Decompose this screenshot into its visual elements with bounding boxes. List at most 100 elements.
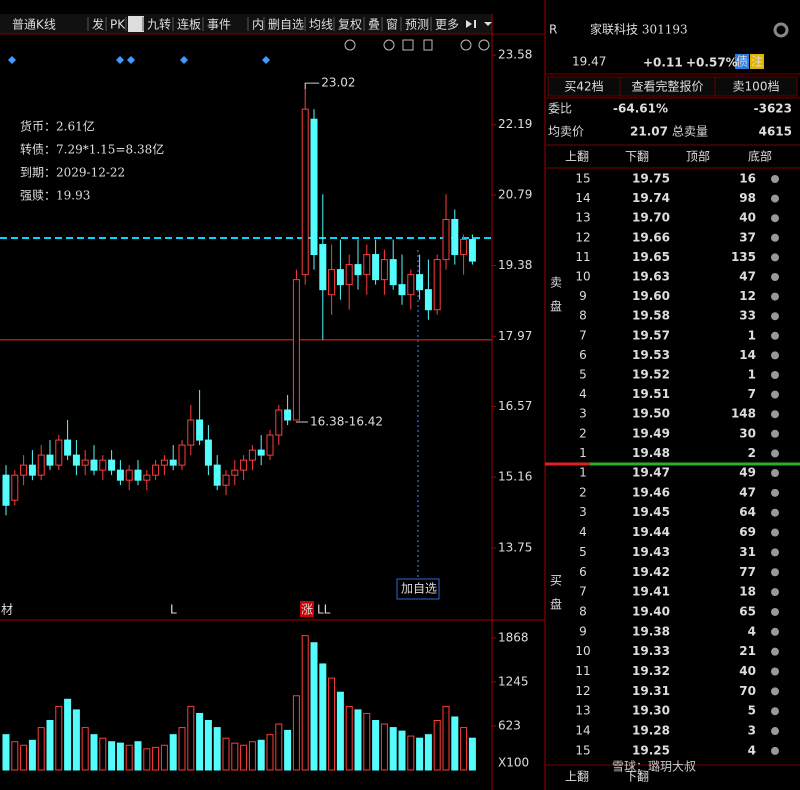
toolbar-arrows[interactable]	[466, 20, 492, 28]
add-button[interactable]: 加自选	[401, 582, 437, 596]
book-price: 19.40	[632, 604, 670, 618]
toolbar-item[interactable]: 删自选	[268, 18, 304, 32]
toolbar-item[interactable]: 复权	[338, 18, 362, 32]
book-header[interactable]: 底部	[748, 149, 772, 164]
book-dot	[771, 371, 779, 379]
quote-button[interactable]: 卖100档	[733, 80, 780, 94]
range-label: 16.38-16.42	[310, 415, 383, 429]
candle-body	[468, 239, 476, 262]
book-footer[interactable]: 下翻	[625, 770, 649, 784]
book-dot	[771, 548, 779, 557]
candle-body	[46, 454, 54, 466]
quote-button[interactable]: 查看完整报价	[631, 79, 703, 94]
volume-bar	[178, 727, 186, 771]
book-dot	[771, 233, 779, 242]
book-dot	[771, 449, 779, 458]
book-price: 19.60	[632, 289, 670, 303]
book-header[interactable]: 上翻	[565, 150, 589, 164]
book-header[interactable]: 顶部	[686, 149, 710, 164]
toolbar-item[interactable]: 内	[252, 18, 264, 32]
book-level: 4	[579, 525, 587, 539]
candle-body	[125, 469, 133, 481]
candle-body	[169, 459, 177, 466]
book-footer[interactable]: 上翻	[565, 770, 589, 784]
book-price: 19.74	[632, 191, 670, 205]
candle-body	[398, 284, 406, 296]
candle-body	[310, 118, 318, 256]
book-dot	[771, 727, 779, 736]
book-level: 7	[579, 328, 587, 342]
book-dot	[771, 588, 779, 597]
book-level: 13	[575, 704, 590, 718]
peak-label: 23.02	[321, 76, 355, 90]
toolbar-item[interactable]: 连板	[177, 17, 201, 32]
book-volume: 135	[731, 250, 756, 264]
toolbar-item[interactable]: PK	[110, 18, 126, 32]
toolbar-item[interactable]: 发	[92, 17, 104, 32]
y-tick-label: 1868	[498, 630, 529, 644]
book-volume: 64	[739, 505, 756, 519]
candle-body	[196, 419, 204, 441]
volume-bar	[187, 705, 195, 771]
toolbar-active	[128, 16, 144, 32]
candle-body	[213, 464, 221, 486]
toolbar-item[interactable]: 普通K线	[12, 18, 56, 32]
toolbar-item[interactable]: 简	[130, 18, 142, 32]
book-level: 6	[579, 348, 587, 362]
volume-bar	[222, 737, 230, 771]
toolbar-item[interactable]: 预测	[405, 18, 429, 32]
candle-body	[99, 459, 107, 471]
quote-button[interactable]: 买42档	[564, 80, 603, 94]
volume-bar	[424, 734, 432, 771]
volume-bar	[204, 720, 212, 771]
book-level: 9	[579, 624, 587, 638]
settings-icon[interactable]	[773, 22, 789, 38]
candle-body	[143, 474, 151, 481]
volume-bar	[292, 695, 300, 771]
book-dot	[771, 667, 779, 676]
toolbar-item[interactable]: 更多	[435, 18, 459, 32]
toolbar-item[interactable]: 均线	[309, 18, 333, 32]
y-tick-label: 16.57	[498, 399, 532, 413]
book-level: 1	[579, 446, 587, 460]
book-dot	[771, 627, 779, 636]
book-volume: 5	[748, 704, 756, 718]
book-header[interactable]: 下翻	[625, 150, 649, 164]
y-tick-label: 13.75	[498, 540, 532, 554]
toolbar-item[interactable]: 九转	[147, 17, 171, 32]
candle-body	[20, 464, 28, 476]
candle-body	[116, 469, 124, 481]
ratio-label: 委比	[548, 102, 572, 116]
toolbar-item[interactable]: 窗	[386, 18, 398, 32]
overlay-line: 转债：7.29*1.15=8.38亿	[20, 142, 164, 157]
volume-bar	[310, 642, 318, 771]
book-level: 9	[579, 289, 587, 303]
candle-body	[222, 474, 230, 486]
watermark: 雪球：璐玥大叔	[612, 760, 696, 774]
book-level: 14	[575, 191, 590, 205]
badge: 注	[751, 54, 763, 69]
book-dot	[771, 214, 779, 223]
book-dot	[771, 175, 779, 183]
book-dot	[771, 508, 779, 517]
toolbar-item[interactable]: 事件	[207, 18, 231, 32]
book-price: 19.25	[632, 743, 670, 757]
candle-body	[160, 459, 168, 466]
event-marker: L	[170, 603, 177, 617]
toolbar-item[interactable]: 叠	[368, 18, 380, 32]
candle-body	[433, 259, 441, 311]
book-price: 19.53	[632, 348, 670, 362]
book-price: 19.44	[632, 525, 670, 539]
ratio: -64.61%	[613, 102, 668, 116]
volume-bar	[407, 735, 415, 771]
y-tick-label: 19.38	[498, 258, 532, 272]
book-dot	[771, 469, 779, 477]
volume-bar	[257, 739, 265, 771]
quote-button-frame[interactable]	[714, 76, 798, 97]
add-button-frame[interactable]	[396, 578, 440, 600]
chart-tools[interactable]	[344, 39, 490, 51]
book-dot	[771, 568, 779, 577]
candle-body	[178, 444, 186, 466]
book-price: 19.46	[632, 485, 670, 499]
book-level: 5	[579, 368, 587, 382]
